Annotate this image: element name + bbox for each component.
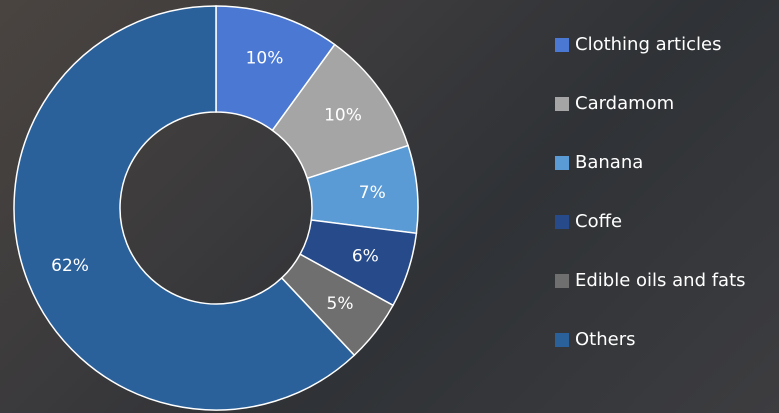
legend-label: Coffe <box>575 211 622 232</box>
legend-swatch <box>555 274 569 288</box>
donut-segment <box>13 5 356 411</box>
legend-label: Clothing articles <box>575 34 721 55</box>
data-label: 62% <box>51 256 89 276</box>
legend-label: Edible oils and fats <box>575 270 746 291</box>
data-label: 10% <box>246 49 284 69</box>
legend-swatch <box>555 156 569 170</box>
data-label: 7% <box>359 183 386 203</box>
data-label: 5% <box>327 294 354 314</box>
data-label: 6% <box>352 247 379 267</box>
legend-swatch <box>555 333 569 347</box>
data-label: 10% <box>324 106 362 126</box>
legend-swatch <box>555 215 569 229</box>
legend-label: Cardamom <box>575 93 674 114</box>
legend-swatch <box>555 38 569 52</box>
legend-label: Others <box>575 329 636 350</box>
legend-swatch <box>555 97 569 111</box>
legend-label: Banana <box>575 152 643 173</box>
